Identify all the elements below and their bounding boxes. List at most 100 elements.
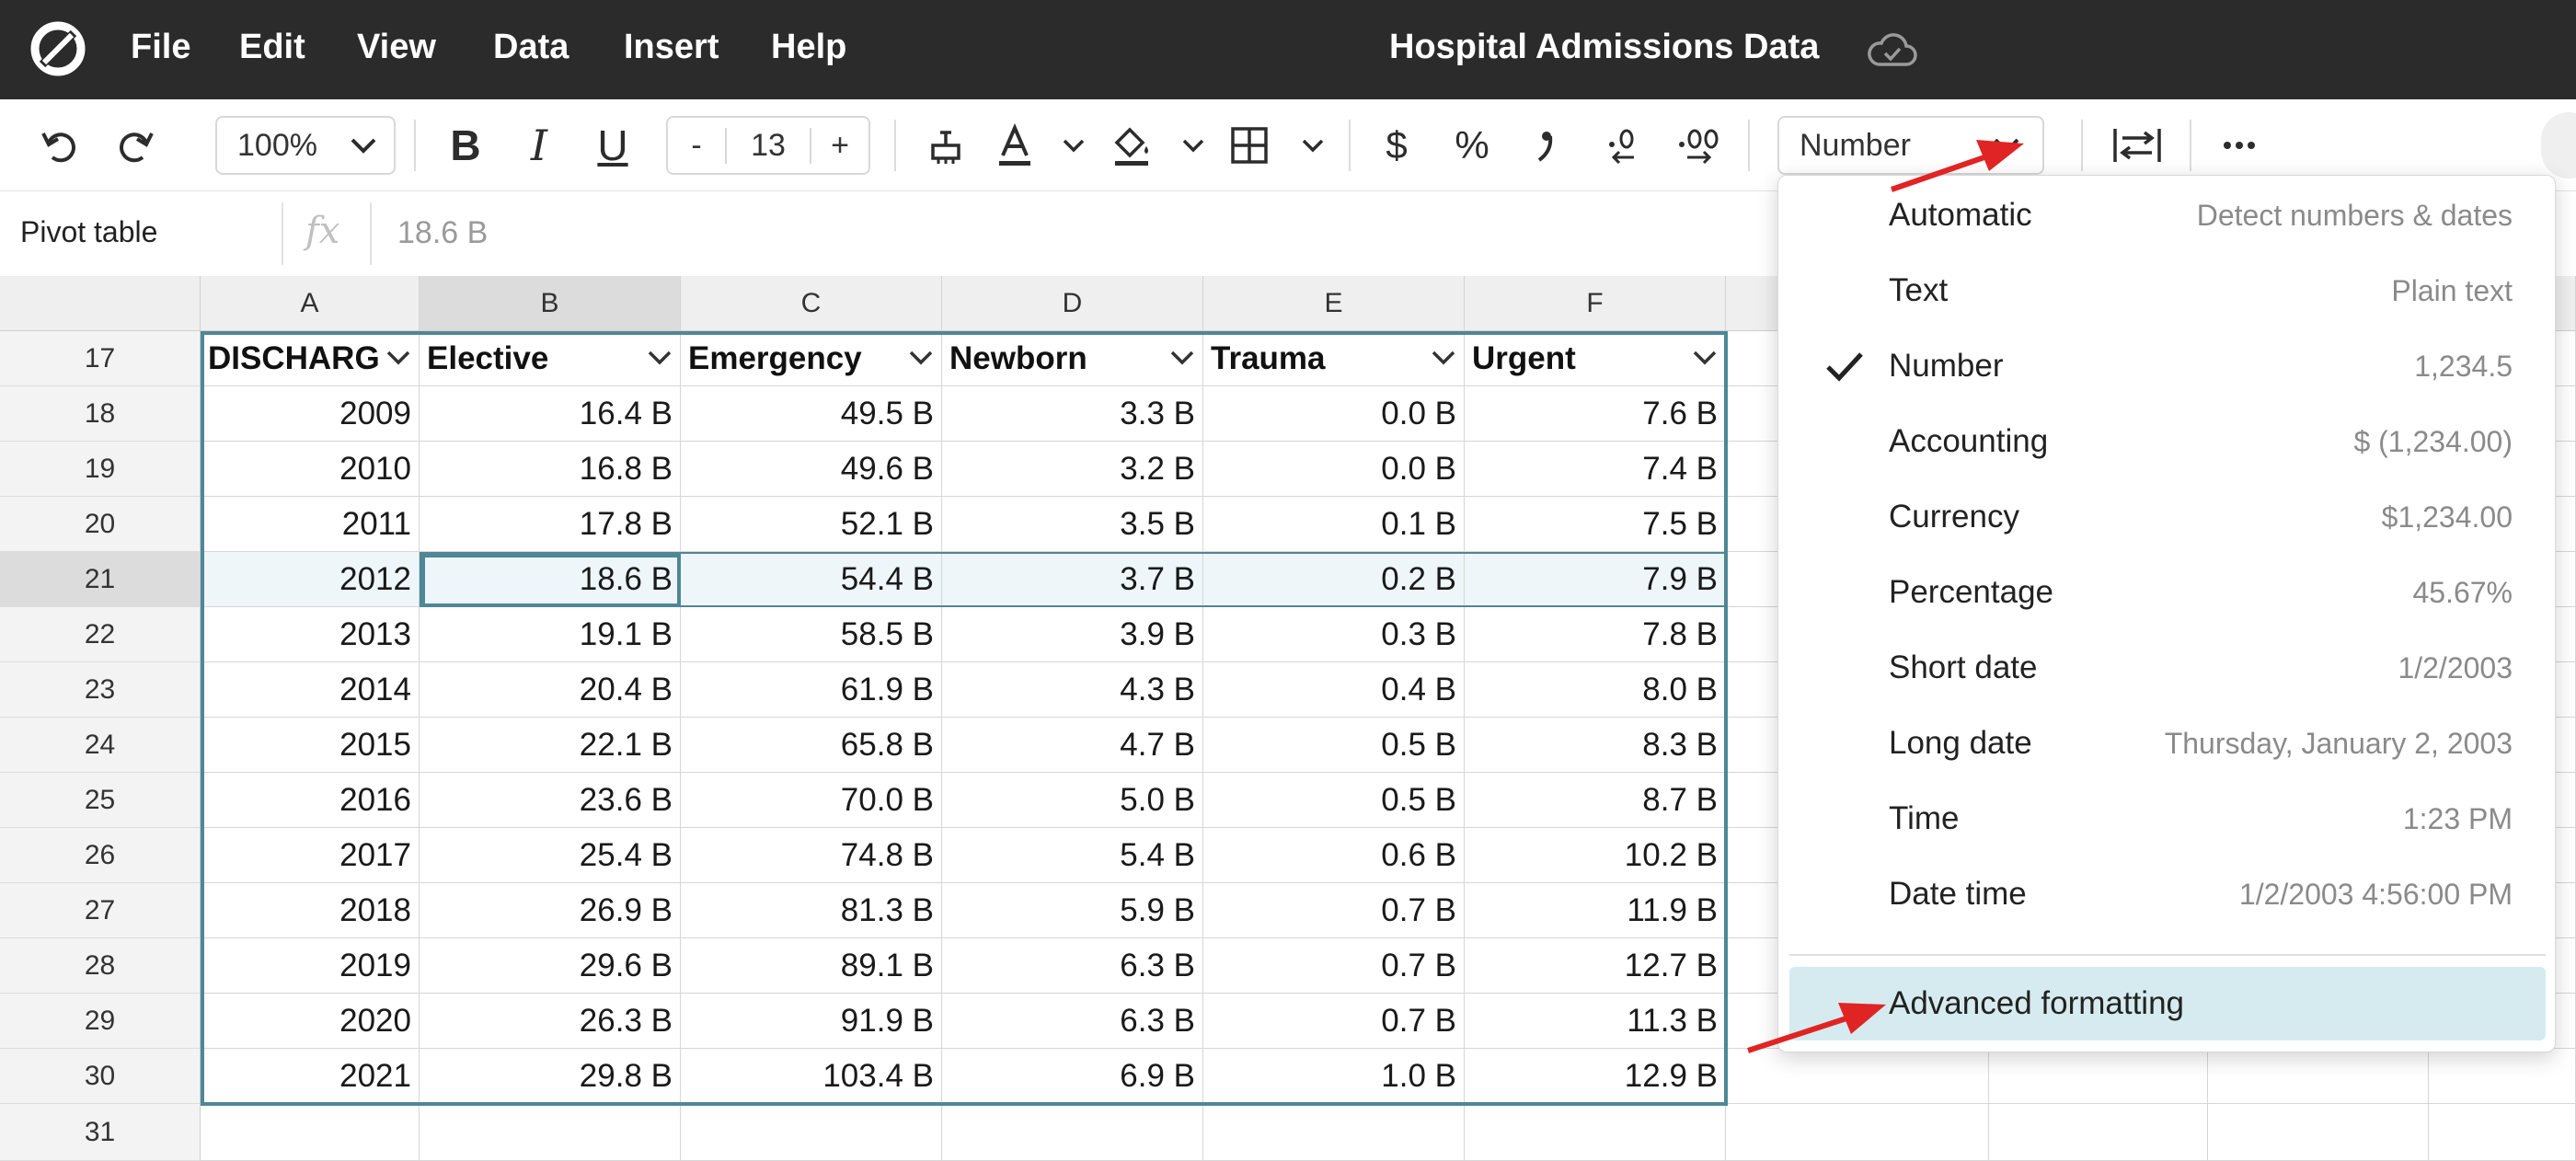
table-cell[interactable]: 2013 [201, 607, 420, 662]
table-cell[interactable]: 20.4 B [420, 662, 681, 718]
table-cell[interactable]: 29.6 B [420, 938, 681, 994]
table-cell[interactable]: 26.9 B [420, 883, 681, 938]
filter-chevron-icon[interactable] [385, 344, 411, 373]
table-cell[interactable]: 29.8 B [420, 1049, 681, 1104]
table-cell[interactable]: 12.7 B [1465, 938, 1726, 994]
format-option-percentage[interactable]: Percentage 45.67% [1778, 555, 2557, 630]
empty-cell[interactable] [1989, 1104, 2208, 1161]
table-cell[interactable]: 17.8 B [420, 497, 681, 552]
more-options-button[interactable] [2214, 116, 2265, 175]
table-cell[interactable]: 8.7 B [1465, 773, 1726, 828]
row-header[interactable]: 30 [0, 1049, 201, 1104]
table-cell[interactable]: 0.0 B [1203, 442, 1465, 497]
format-option-date-time[interactable]: Date time 1/2/2003 4:56:00 PM [1778, 856, 2557, 932]
table-cell[interactable]: 65.8 B [681, 718, 942, 773]
column-header[interactable]: A [201, 276, 420, 331]
filter-chevron-icon[interactable] [1431, 344, 1456, 373]
document-title[interactable]: Hospital Admissions Data [1389, 28, 1820, 66]
table-cell[interactable]: 74.8 B [681, 828, 942, 883]
row-header[interactable]: 27 [0, 883, 201, 938]
table-cell[interactable]: 52.1 B [681, 497, 942, 552]
comma-format-button[interactable] [1520, 116, 1571, 175]
column-header[interactable]: E [1203, 276, 1465, 331]
table-cell[interactable]: 54.4 B [681, 552, 942, 607]
row-header[interactable]: 17 [0, 331, 201, 386]
column-header[interactable]: D [942, 276, 1203, 331]
row-header[interactable]: 23 [0, 662, 201, 718]
paint-format-button[interactable] [918, 116, 973, 175]
table-cell[interactable]: 16.8 B [420, 442, 681, 497]
row-header[interactable]: 20 [0, 497, 201, 552]
table-cell[interactable]: 2015 [201, 718, 420, 773]
table-cell[interactable]: 5.9 B [942, 883, 1203, 938]
table-cell[interactable]: 3.7 B [942, 552, 1203, 607]
table-cell[interactable]: 7.5 B [1465, 497, 1726, 552]
menu-view[interactable]: View [357, 28, 436, 66]
table-cell[interactable]: 4.3 B [942, 662, 1203, 718]
filter-chevron-icon[interactable] [908, 344, 934, 373]
table-cell[interactable]: 2012 [201, 552, 420, 607]
menu-data[interactable]: Data [493, 28, 569, 66]
table-cell[interactable]: 16.4 B [420, 386, 681, 442]
empty-cell[interactable] [1989, 1049, 2208, 1104]
table-cell[interactable]: 0.4 B [1203, 662, 1465, 718]
table-cell[interactable]: 0.7 B [1203, 883, 1465, 938]
format-option-accounting[interactable]: Accounting $ (1,234.00) [1778, 404, 2557, 479]
select-all-corner[interactable] [0, 276, 201, 331]
row-header[interactable]: 19 [0, 442, 201, 497]
row-header[interactable]: 31 [0, 1104, 201, 1161]
wrap-text-button[interactable] [2105, 116, 2169, 175]
italic-button[interactable]: I [512, 116, 567, 175]
format-option-text[interactable]: Text Plain text [1778, 253, 2557, 328]
empty-cell[interactable] [681, 1104, 942, 1161]
format-option-long-date[interactable]: Long date Thursday, January 2, 2003 [1778, 706, 2557, 781]
table-cell[interactable]: 2010 [201, 442, 420, 497]
table-cell[interactable]: 81.3 B [681, 883, 942, 938]
empty-cell[interactable] [1726, 1049, 1989, 1104]
column-header[interactable]: B [420, 276, 681, 331]
borders-button[interactable] [1229, 116, 1325, 175]
table-cell[interactable]: 8.0 B [1465, 662, 1726, 718]
table-cell[interactable]: 103.4 B [681, 1049, 942, 1104]
table-cell[interactable]: 12.9 B [1465, 1049, 1726, 1104]
empty-cell[interactable] [2208, 1104, 2429, 1161]
table-cell[interactable]: 2009 [201, 386, 420, 442]
side-panel-toggle[interactable] [2541, 112, 2576, 178]
table-cell[interactable]: 0.2 B [1203, 552, 1465, 607]
table-cell[interactable]: 3.3 B [942, 386, 1203, 442]
table-cell[interactable]: 0.6 B [1203, 828, 1465, 883]
table-cell[interactable]: 25.4 B [420, 828, 681, 883]
menu-edit[interactable]: Edit [239, 28, 305, 66]
table-cell[interactable]: 10.2 B [1465, 828, 1726, 883]
advanced-formatting-option[interactable]: Advanced formatting [1789, 967, 2546, 1040]
percent-format-button[interactable]: % [1444, 116, 1500, 175]
font-size-increase-button[interactable]: + [810, 127, 868, 164]
table-cell[interactable]: 11.3 B [1465, 994, 1726, 1049]
table-cell[interactable]: 2019 [201, 938, 420, 994]
bold-button[interactable]: B [438, 116, 493, 175]
formula-input[interactable]: 18.6 B [397, 215, 489, 250]
table-cell[interactable]: 2011 [201, 497, 420, 552]
table-cell[interactable]: 2021 [201, 1049, 420, 1104]
zoom-select[interactable]: 100% [215, 116, 396, 175]
row-header[interactable]: 25 [0, 773, 201, 828]
empty-cell[interactable] [2429, 1049, 2576, 1104]
table-cell[interactable]: 7.8 B [1465, 607, 1726, 662]
menu-file[interactable]: File [131, 28, 191, 66]
table-cell[interactable]: 26.3 B [420, 994, 681, 1049]
row-header[interactable]: 18 [0, 386, 201, 442]
undo-button[interactable] [31, 116, 86, 175]
table-cell[interactable]: 0.7 B [1203, 994, 1465, 1049]
row-header[interactable]: 28 [0, 938, 201, 994]
table-cell[interactable]: 3.2 B [942, 442, 1203, 497]
table-cell[interactable]: 70.0 B [681, 773, 942, 828]
table-cell[interactable]: 7.9 B [1465, 552, 1726, 607]
table-cell[interactable]: 2014 [201, 662, 420, 718]
number-format-select[interactable]: Number [1777, 116, 2044, 175]
table-cell[interactable]: 1.0 B [1203, 1049, 1465, 1104]
table-cell[interactable]: 0.1 B [1203, 497, 1465, 552]
underline-button[interactable]: U [585, 116, 640, 175]
filter-chevron-icon[interactable] [647, 344, 673, 373]
empty-cell[interactable] [201, 1104, 420, 1161]
table-cell[interactable]: 3.5 B [942, 497, 1203, 552]
